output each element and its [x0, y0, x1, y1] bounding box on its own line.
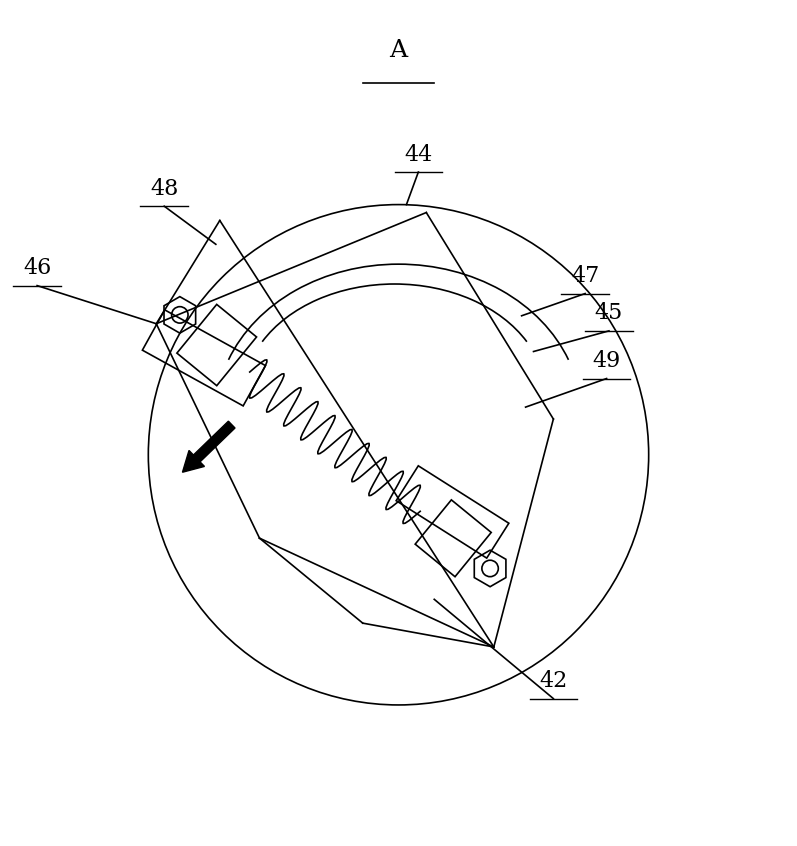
Text: A: A [390, 39, 407, 62]
Text: 47: 47 [571, 265, 599, 287]
Text: 45: 45 [595, 302, 623, 324]
Text: 44: 44 [404, 144, 433, 166]
Text: 46: 46 [23, 257, 51, 279]
Text: 49: 49 [592, 350, 621, 372]
Text: 48: 48 [150, 178, 179, 200]
Text: 42: 42 [540, 670, 567, 692]
FancyArrow shape [183, 421, 235, 472]
